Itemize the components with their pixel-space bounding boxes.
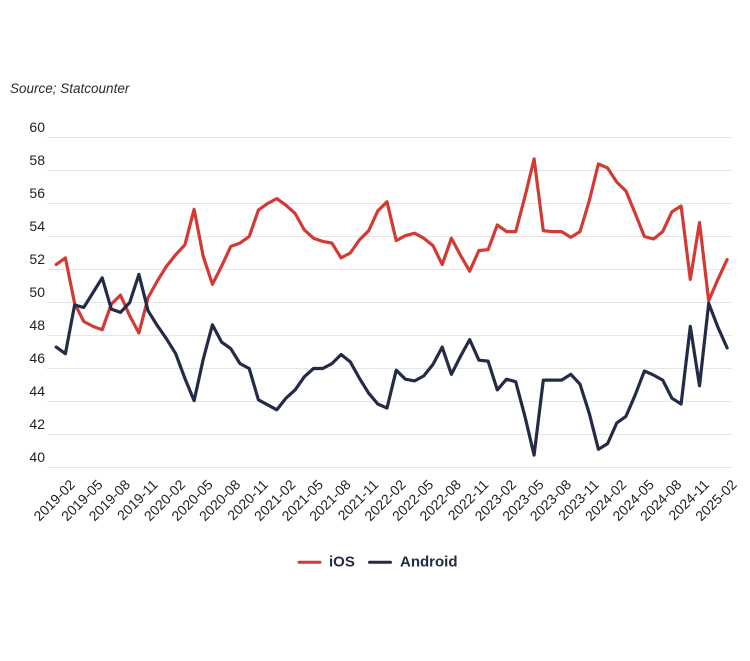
svg-text:58: 58 bbox=[29, 152, 45, 168]
svg-text:46: 46 bbox=[29, 350, 45, 366]
svg-text:60: 60 bbox=[29, 119, 45, 135]
svg-text:56: 56 bbox=[29, 185, 45, 201]
svg-text:52: 52 bbox=[29, 251, 45, 267]
svg-text:Source; Statcounter: Source; Statcounter bbox=[10, 81, 130, 96]
svg-text:48: 48 bbox=[29, 317, 45, 333]
svg-text:42: 42 bbox=[29, 416, 45, 432]
svg-text:Android: Android bbox=[400, 554, 458, 571]
svg-text:54: 54 bbox=[29, 218, 45, 234]
svg-text:40: 40 bbox=[29, 449, 45, 465]
svg-text:iOS: iOS bbox=[329, 554, 355, 571]
svg-text:50: 50 bbox=[29, 284, 45, 300]
svg-text:44: 44 bbox=[29, 383, 45, 399]
